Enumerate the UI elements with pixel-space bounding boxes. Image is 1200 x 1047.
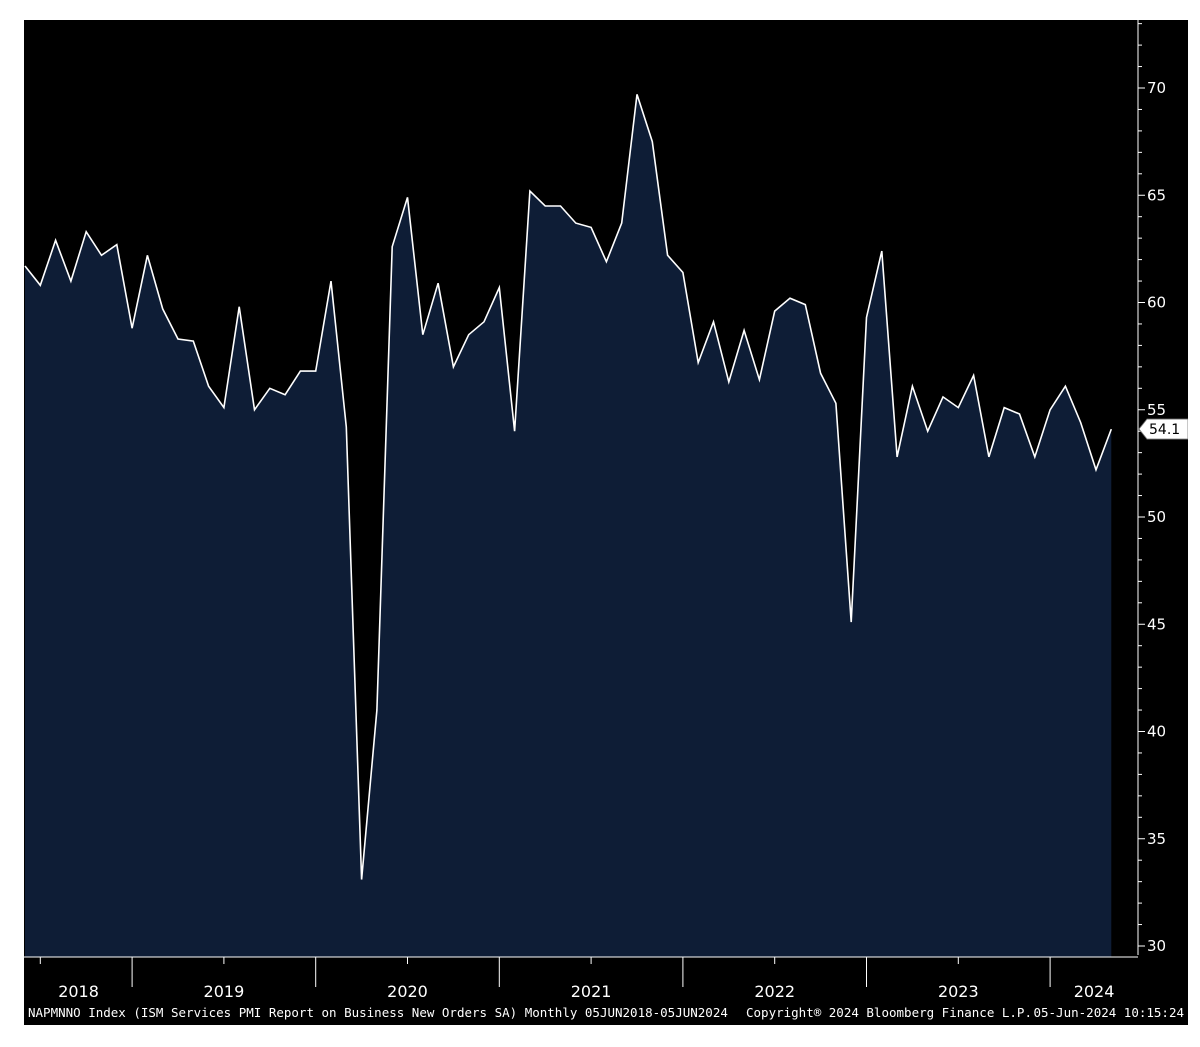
last-value-badge xyxy=(1138,418,1188,440)
x-year-label: 2019 xyxy=(204,982,245,1001)
x-year-label: 2024 xyxy=(1074,982,1115,1001)
series-line xyxy=(24,94,1113,880)
x-year-label: 2023 xyxy=(938,982,979,1001)
x-year-label: 2020 xyxy=(387,982,428,1001)
y-tick-label: 70 xyxy=(1147,79,1166,97)
x-axis: 2018 2019 2020 2021 2022 2023 2024 xyxy=(24,956,1138,1001)
footer-description: NAPMNNO Index (ISM Services PMI Report o… xyxy=(28,1005,728,1020)
footer-copyright: Copyright® 2024 Bloomberg Finance L.P. xyxy=(746,1005,1032,1020)
y-tick-label: 45 xyxy=(1147,615,1166,633)
chart-frame: 30 35 40 45 50 55 60 65 70 54.1 2018 2019 2020 2021 2… xyxy=(24,20,1188,1025)
y-tick-label: 50 xyxy=(1147,508,1166,526)
plot-area xyxy=(24,94,1113,957)
x-year-label: 2018 xyxy=(58,982,99,1001)
area-fill xyxy=(25,94,1112,957)
x-year-label: 2022 xyxy=(754,982,795,1001)
footer-timestamp: 05-Jun-2024 10:15:24 xyxy=(1033,1005,1184,1020)
last-value-label: 54.1 xyxy=(1149,422,1180,438)
y-tick-label: 65 xyxy=(1147,186,1166,204)
y-tick-label: 40 xyxy=(1147,723,1166,741)
y-tick-label: 60 xyxy=(1147,294,1166,312)
y-axis: 30 35 40 45 50 55 60 65 70 54.1 xyxy=(1137,20,1188,955)
y-tick-label: 55 xyxy=(1147,401,1166,419)
x-year-label: 2021 xyxy=(571,982,612,1001)
y-tick-label: 30 xyxy=(1147,937,1166,955)
y-tick-label: 35 xyxy=(1147,830,1166,848)
